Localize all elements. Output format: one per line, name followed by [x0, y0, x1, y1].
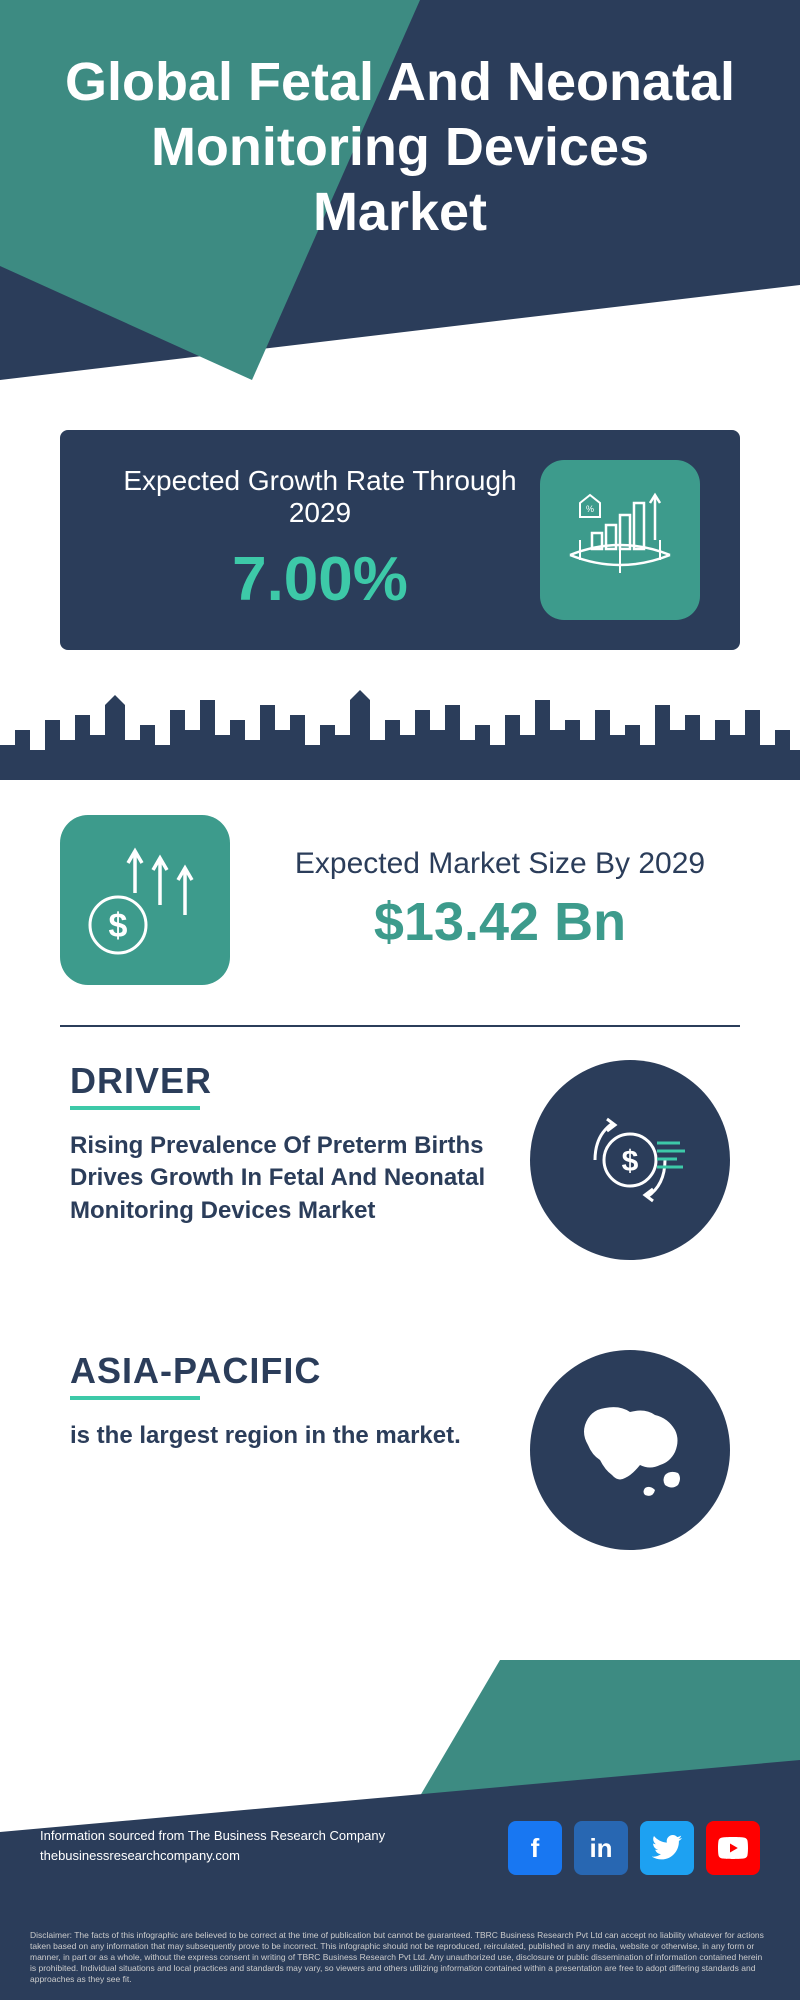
- youtube-icon[interactable]: [706, 1821, 760, 1875]
- source-line1: Information sourced from The Business Re…: [40, 1826, 385, 1846]
- growth-text-block: Expected Growth Rate Through 2029 7.00%: [100, 465, 540, 615]
- page-title: Global Fetal And Neonatal Monitoring Dev…: [60, 50, 740, 244]
- source-attribution: Information sourced from The Business Re…: [40, 1826, 385, 1865]
- growth-label: Expected Growth Rate Through 2029: [100, 465, 540, 529]
- source-line2: thebusinessresearchcompany.com: [40, 1846, 385, 1866]
- driver-text-block: DRIVER Rising Prevalence Of Preterm Birt…: [70, 1060, 500, 1227]
- twitter-icon[interactable]: [640, 1821, 694, 1875]
- asia-map-icon: [530, 1350, 730, 1550]
- linkedin-icon[interactable]: in: [574, 1821, 628, 1875]
- region-text-block: ASIA-PACIFIC is the largest region in th…: [70, 1350, 500, 1452]
- svg-text:%: %: [586, 504, 594, 514]
- social-icons-row: f in: [508, 1821, 760, 1875]
- driver-title: DRIVER: [70, 1060, 500, 1102]
- region-underline: [70, 1396, 200, 1400]
- facebook-icon[interactable]: f: [508, 1821, 562, 1875]
- svg-text:$: $: [109, 907, 128, 945]
- svg-text:$: $: [622, 1145, 639, 1178]
- growth-chart-icon: %: [540, 460, 700, 620]
- disclaimer-text: Disclaimer: The facts of this infographi…: [30, 1930, 770, 1985]
- city-skyline-icon: [0, 680, 800, 780]
- region-section: ASIA-PACIFIC is the largest region in th…: [70, 1350, 730, 1550]
- header: Global Fetal And Neonatal Monitoring Dev…: [0, 0, 800, 380]
- growth-rate-card: Expected Growth Rate Through 2029 7.00% …: [60, 430, 740, 650]
- market-size-card: $ Expected Market Size By 2029 $13.42 Bn: [60, 795, 740, 1005]
- driver-description: Rising Prevalence Of Preterm Births Driv…: [70, 1130, 500, 1227]
- market-value: $13.42 Bn: [260, 891, 740, 953]
- divider-line: [60, 1025, 740, 1027]
- growth-value: 7.00%: [100, 544, 540, 615]
- market-text-block: Expected Market Size By 2029 $13.42 Bn: [260, 847, 740, 953]
- dollar-growth-icon: $: [60, 815, 230, 985]
- driver-underline: [70, 1106, 200, 1110]
- money-cycle-icon: $: [530, 1060, 730, 1260]
- footer: Information sourced from The Business Re…: [0, 1660, 800, 2000]
- region-title: ASIA-PACIFIC: [70, 1350, 500, 1392]
- market-label: Expected Market Size By 2029: [260, 847, 740, 881]
- driver-section: DRIVER Rising Prevalence Of Preterm Birt…: [70, 1060, 730, 1260]
- region-description: is the largest region in the market.: [70, 1420, 500, 1452]
